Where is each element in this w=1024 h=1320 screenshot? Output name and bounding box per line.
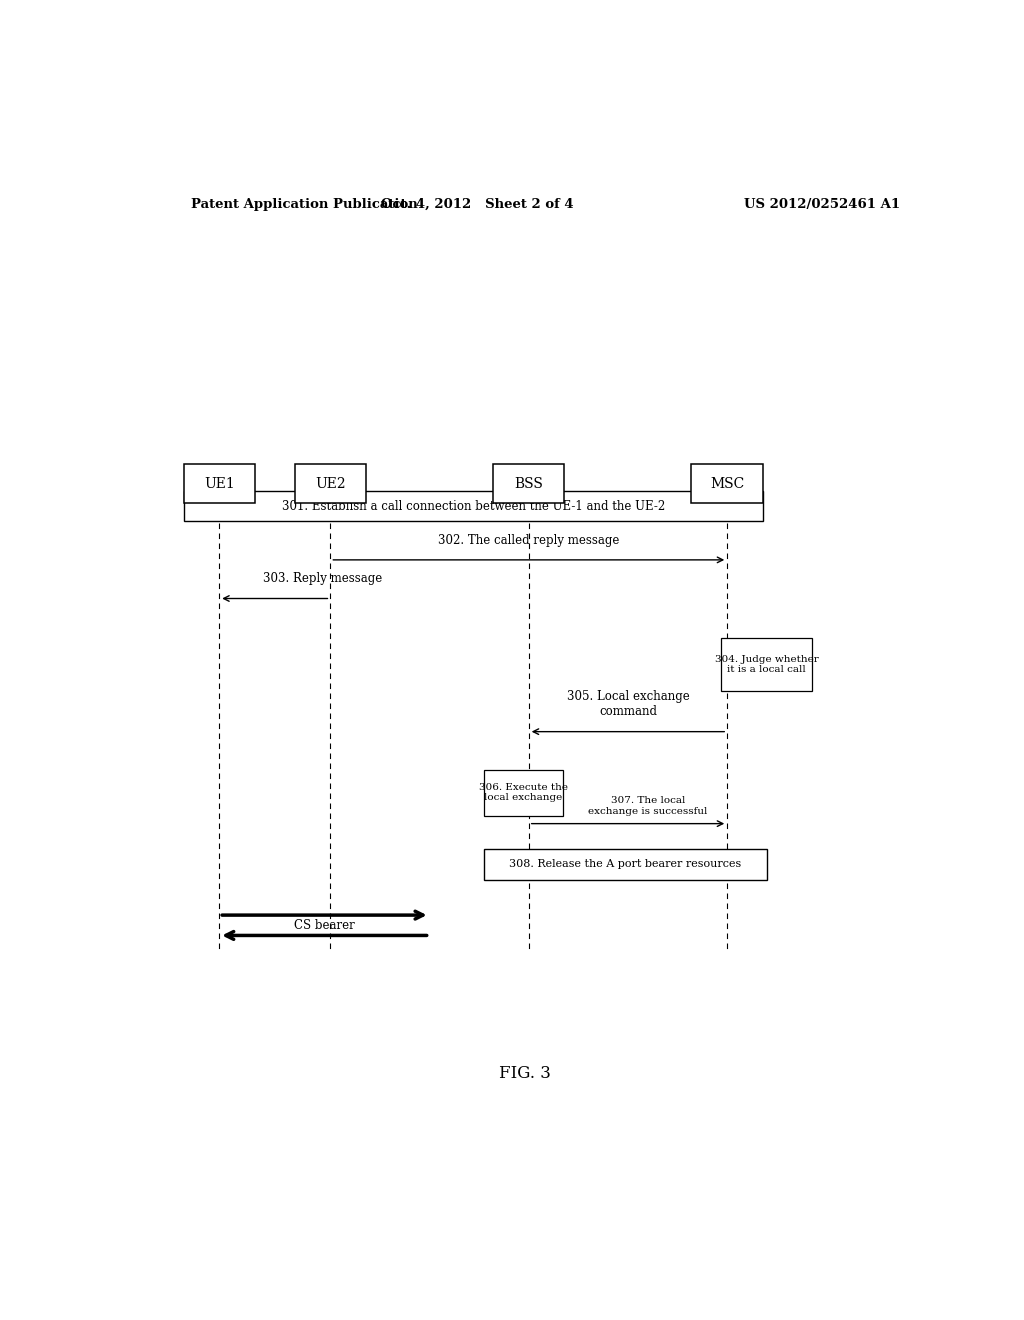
Text: CS bearer: CS bearer — [294, 919, 354, 932]
FancyBboxPatch shape — [183, 465, 255, 503]
Text: 303. Reply message: 303. Reply message — [263, 573, 382, 585]
Text: 301. Establish a call connection between the UE-1 and the UE-2: 301. Establish a call connection between… — [282, 499, 665, 512]
Text: UE1: UE1 — [204, 477, 234, 491]
Text: MSC: MSC — [710, 477, 744, 491]
Text: 304. Judge whether
it is a local call: 304. Judge whether it is a local call — [715, 655, 818, 675]
Text: 302. The called reply message: 302. The called reply message — [438, 533, 620, 546]
FancyBboxPatch shape — [183, 491, 763, 521]
Text: BSS: BSS — [514, 477, 543, 491]
FancyBboxPatch shape — [494, 465, 564, 503]
FancyBboxPatch shape — [483, 770, 563, 816]
Text: 308. Release the A port bearer resources: 308. Release the A port bearer resources — [509, 859, 741, 870]
FancyBboxPatch shape — [721, 638, 812, 690]
Text: Oct. 4, 2012   Sheet 2 of 4: Oct. 4, 2012 Sheet 2 of 4 — [381, 198, 573, 211]
Text: FIG. 3: FIG. 3 — [499, 1065, 551, 1081]
Text: US 2012/0252461 A1: US 2012/0252461 A1 — [744, 198, 900, 211]
Text: Patent Application Publication: Patent Application Publication — [191, 198, 418, 211]
Text: 305. Local exchange
command: 305. Local exchange command — [566, 690, 689, 718]
FancyBboxPatch shape — [691, 465, 763, 503]
Text: 306. Execute the
local exchange: 306. Execute the local exchange — [478, 783, 567, 803]
FancyBboxPatch shape — [483, 849, 767, 879]
Text: UE2: UE2 — [315, 477, 346, 491]
Text: 307. The local
exchange is successful: 307. The local exchange is successful — [588, 796, 708, 816]
FancyBboxPatch shape — [295, 465, 367, 503]
